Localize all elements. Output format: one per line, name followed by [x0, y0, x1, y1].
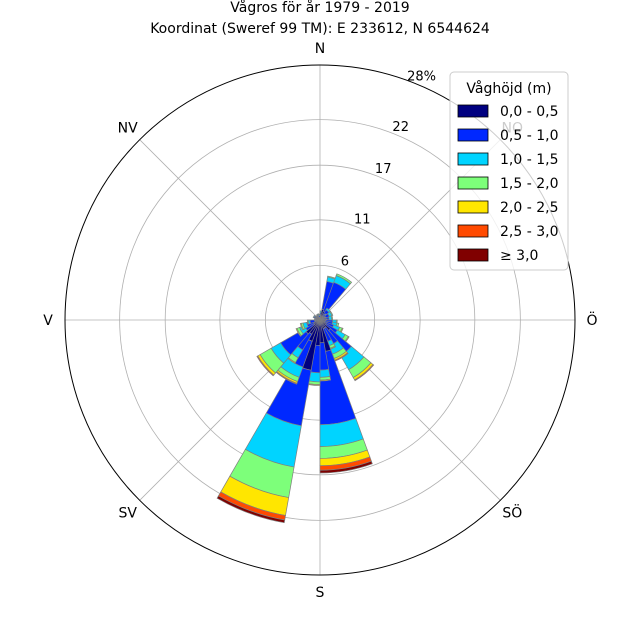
legend-label: 2,0 - 2,5	[500, 200, 558, 216]
legend-swatch	[457, 176, 489, 190]
rose-segment	[335, 273, 353, 285]
legend-swatch	[457, 248, 489, 262]
legend-label: 1,0 - 1,5	[500, 152, 558, 168]
legend-label: 0,0 - 0,5	[500, 104, 558, 120]
legend-label: 2,5 - 3,0	[500, 224, 558, 240]
radial-tick-label: 28%	[407, 69, 436, 84]
legend: Våghöjd (m) 0,0 - 0,5 0,5 - 1,0 1,0 - 1,5 1,…	[449, 71, 569, 271]
rose-segment	[306, 319, 310, 325]
legend-swatch	[457, 224, 489, 238]
radial-tick-labels: 6 11 17 22 28%	[341, 69, 436, 269]
direction-label: V	[43, 313, 53, 329]
rose-sectors	[216, 273, 375, 524]
radial-tick-label: 22	[392, 120, 409, 135]
legend-label: 1,5 - 2,0	[500, 176, 558, 192]
radial-tick-label: 6	[341, 255, 349, 270]
polar-grid	[65, 65, 575, 575]
legend-title: Våghöjd (m)	[466, 80, 551, 97]
chart-subtitle: Koordinat (Sweref 99 TM): E 233612, N 65…	[150, 21, 490, 37]
outer-circle	[64, 64, 576, 576]
radial-tick-label: 17	[375, 162, 392, 177]
rose-segment	[295, 327, 302, 337]
rose-segment	[319, 460, 373, 474]
rose-segment	[329, 310, 334, 317]
direction-label: NV	[118, 121, 138, 137]
direction-label: N	[315, 41, 325, 57]
rose-segment	[317, 314, 321, 317]
rose-segment	[354, 363, 375, 382]
legend-label: ≥ 3,0	[500, 248, 538, 264]
legend-label: 0,5 - 1,0	[500, 128, 558, 144]
rose-segment	[256, 355, 275, 377]
grid-spoke	[139, 139, 321, 321]
rose-segment	[216, 495, 286, 524]
direction-label: S	[316, 585, 325, 601]
rose-segment	[312, 314, 316, 319]
chart-title: Vågros för år 1979 - 2019	[230, 0, 409, 16]
rose-segment	[299, 322, 304, 331]
legend-box	[449, 71, 569, 271]
polar-frame	[64, 64, 576, 576]
direction-label: SÖ	[502, 503, 522, 521]
legend-swatch	[457, 128, 489, 142]
radial-tick-label: 11	[354, 212, 371, 227]
direction-label: Ö	[586, 311, 597, 329]
legend-swatch	[457, 152, 489, 166]
direction-label: SV	[118, 505, 137, 521]
legend-swatch	[457, 200, 489, 214]
legend-swatch	[457, 104, 489, 118]
